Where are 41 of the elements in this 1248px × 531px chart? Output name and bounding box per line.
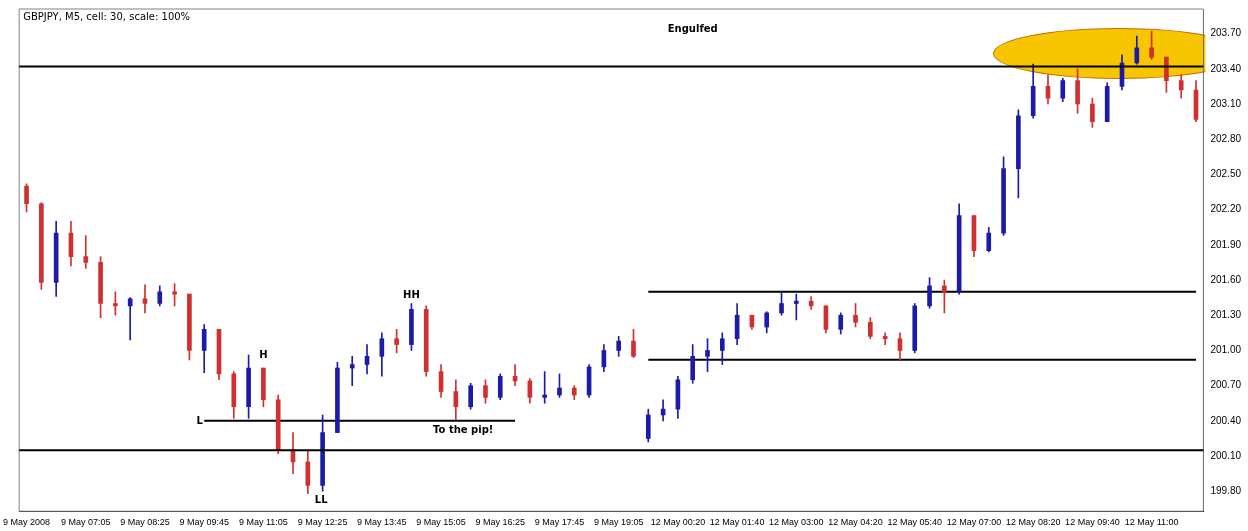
x-tick-label: 12 May 08:20 — [1005, 517, 1061, 528]
x-tick-label: 9 May 13:45 — [357, 517, 407, 528]
y-tick-label: 202.50 — [1210, 168, 1242, 180]
y-tick-label: 201.30 — [1210, 309, 1242, 320]
y-tick-label: 200.10 — [1210, 449, 1242, 461]
x-tick-label: 9 May 12:25 — [297, 517, 348, 528]
x-tick-label: 9 May 16:25 — [475, 517, 526, 528]
y-tick-label: 203.70 — [1210, 27, 1242, 39]
x-tick-label: 12 May 00:20 — [650, 517, 706, 528]
y-tick-label: 199.80 — [1210, 485, 1242, 496]
annotation: HH — [403, 289, 420, 301]
y-tick-label: 201.00 — [1210, 344, 1242, 356]
y-tick-label: 201.90 — [1210, 238, 1242, 250]
y-tick-label: 202.80 — [1210, 132, 1242, 144]
x-tick-label: 9 May 11:05 — [238, 517, 288, 528]
y-tick-label: 200.70 — [1210, 379, 1242, 391]
x-tick-label: 12 May 01:40 — [709, 517, 765, 528]
x-tick-label: 9 May 19:05 — [593, 517, 644, 528]
x-tick-label: 12 May 09:40 — [1065, 517, 1120, 528]
x-tick-label: 12 May 11:00 — [1124, 517, 1179, 528]
x-tick-label: 12 May 03:00 — [769, 517, 824, 528]
y-tick-label: 203.40 — [1210, 62, 1242, 74]
x-tick-label: 12 May 05:40 — [887, 517, 943, 528]
annotation: H — [259, 348, 268, 360]
annotation: Engulfed — [667, 23, 718, 35]
x-tick-label: 9 May 08:25 — [120, 517, 170, 528]
x-tick-label: 12 May 04:20 — [828, 517, 883, 528]
x-tick-label: 12 May 07:00 — [946, 517, 1002, 528]
annotation: LL — [314, 493, 329, 505]
x-tick-label: 9 May 07:05 — [61, 517, 111, 528]
x-tick-label: 9 May 17:45 — [534, 517, 585, 528]
y-tick-label: 203.10 — [1210, 97, 1242, 109]
x-tick-label: 9 May 15:05 — [416, 517, 466, 528]
y-tick-label: 201.60 — [1210, 273, 1242, 285]
x-tick-label: 9 May 2008 — [3, 517, 51, 528]
y-tick-label: 202.20 — [1210, 203, 1242, 215]
annotation: L — [196, 414, 204, 426]
y-tick-label: 200.40 — [1210, 414, 1242, 426]
x-tick-label: 9 May 09:45 — [179, 517, 229, 528]
chart-title: GBPJPY, M5, cell: 30, scale: 100% — [23, 10, 191, 22]
annotation: To the pip! — [433, 424, 494, 436]
